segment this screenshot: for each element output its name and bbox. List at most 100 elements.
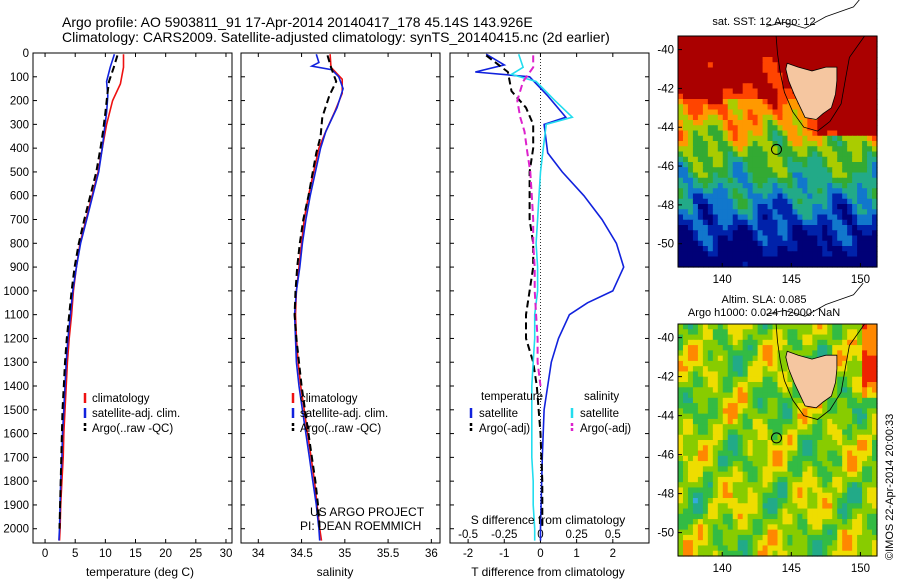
heatmap-cell [862,461,868,467]
x-tick-label: 0 [42,548,48,560]
heatmap-cell [807,225,813,231]
heatmap-cell [772,403,779,409]
heatmap-cell [742,482,749,489]
heatmap-cell [797,397,803,404]
legend-entry: Argo(-adj) [479,423,530,435]
heatmap-cell [872,62,878,69]
heatmap-cell [827,498,833,504]
heatmap-cell [697,513,704,520]
heatmap-cell [702,114,709,121]
heatmap-cell [687,104,694,111]
heatmap-cell [678,429,684,436]
heatmap-cell [782,177,789,184]
heatmap-cell [867,450,873,457]
heatmap-cell [807,513,813,520]
heatmap-cell [692,329,699,336]
heatmap-cell [802,204,808,210]
heatmap-cell [767,251,774,258]
heatmap-cell [747,503,754,510]
heatmap-cell [837,324,843,330]
heatmap-cell [772,392,779,399]
heatmap-cell [707,225,714,231]
heatmap-cell [757,366,764,373]
heatmap-cell [847,413,853,420]
heatmap-cell [762,183,769,189]
heatmap-cell [742,135,749,142]
heatmap-cell [682,508,689,515]
temperature-panel: 0100200300400500600700800900100011001200… [3,48,233,560]
heatmap-cell [842,508,848,515]
heatmap-cell [707,193,714,200]
heatmap-cell [692,339,699,346]
heatmap-cell [752,62,759,69]
heatmap-cell [867,519,873,525]
heatmap-cell [757,513,764,520]
heatmap-cell [702,440,709,446]
heatmap-cell [807,529,813,536]
heatmap-cell [827,256,833,263]
heatmap-cell [727,440,734,446]
heatmap-cell [742,461,749,467]
heatmap-cell [727,371,734,378]
heatmap-cell [802,240,808,247]
heatmap-cell [822,534,828,541]
heatmap-cell [767,151,774,158]
heatmap-cell [847,135,853,142]
heatmap-cell [762,67,769,74]
heatmap-cell [682,156,689,163]
heatmap-cell [812,225,818,231]
heatmap-cell [682,534,689,541]
heatmap-cell [832,324,838,330]
heatmap-cell [782,434,789,441]
heatmap-cell [697,36,704,42]
heatmap-cell [742,120,749,126]
heatmap-cell [732,36,739,42]
heatmap-cell [702,219,709,226]
heatmap-cell [732,498,739,504]
heatmap-cell [857,339,863,346]
heatmap-cell [747,256,754,263]
heatmap-cell [822,498,828,504]
heatmap-cell [857,545,863,552]
heatmap-cell [852,162,858,168]
heatmap-cell [767,534,774,541]
heatmap-cell [862,429,868,436]
heatmap-cell [787,141,794,147]
heatmap-cell [852,540,858,547]
heatmap-cell [767,72,774,79]
heatmap-cell [767,334,774,341]
heatmap-cell [842,130,848,137]
heatmap-cell [717,46,724,53]
heatmap-cell [862,240,868,247]
heatmap-cell [732,445,739,452]
heatmap-cell [702,99,709,105]
heatmap-cell [837,209,843,216]
heatmap-cell [678,209,684,216]
heatmap-cell [837,151,843,158]
heatmap-cell [787,397,794,404]
heatmap-cell [852,445,858,452]
heatmap-cell [802,498,808,504]
heatmap-cell [757,503,764,510]
heatmap-cell [707,83,714,90]
heatmap-cell [872,360,878,367]
heatmap-cell [857,62,863,69]
heatmap-cell [767,240,774,247]
title-line-2: Climatology: CARS2009. Satellite-adjuste… [62,29,610,45]
heatmap-cell [857,471,863,478]
heatmap-cell [832,524,838,531]
lat-tick-label: -44 [657,122,674,134]
heatmap-cell [832,345,838,351]
heatmap-cell [692,519,699,525]
heatmap-cell [747,498,754,504]
heatmap-cell [822,198,828,205]
heatmap-cell [872,214,878,221]
heatmap-cell [867,461,873,467]
heatmap-cell [752,334,759,341]
heatmap-cell [692,209,699,216]
heatmap-cell [872,434,878,441]
heatmap-cell [727,450,734,457]
heatmap-cell [832,418,838,425]
sla-map-panel: 140 145 150-40-42-44-46-48-50 [657,282,878,575]
heatmap-cell [802,246,808,252]
